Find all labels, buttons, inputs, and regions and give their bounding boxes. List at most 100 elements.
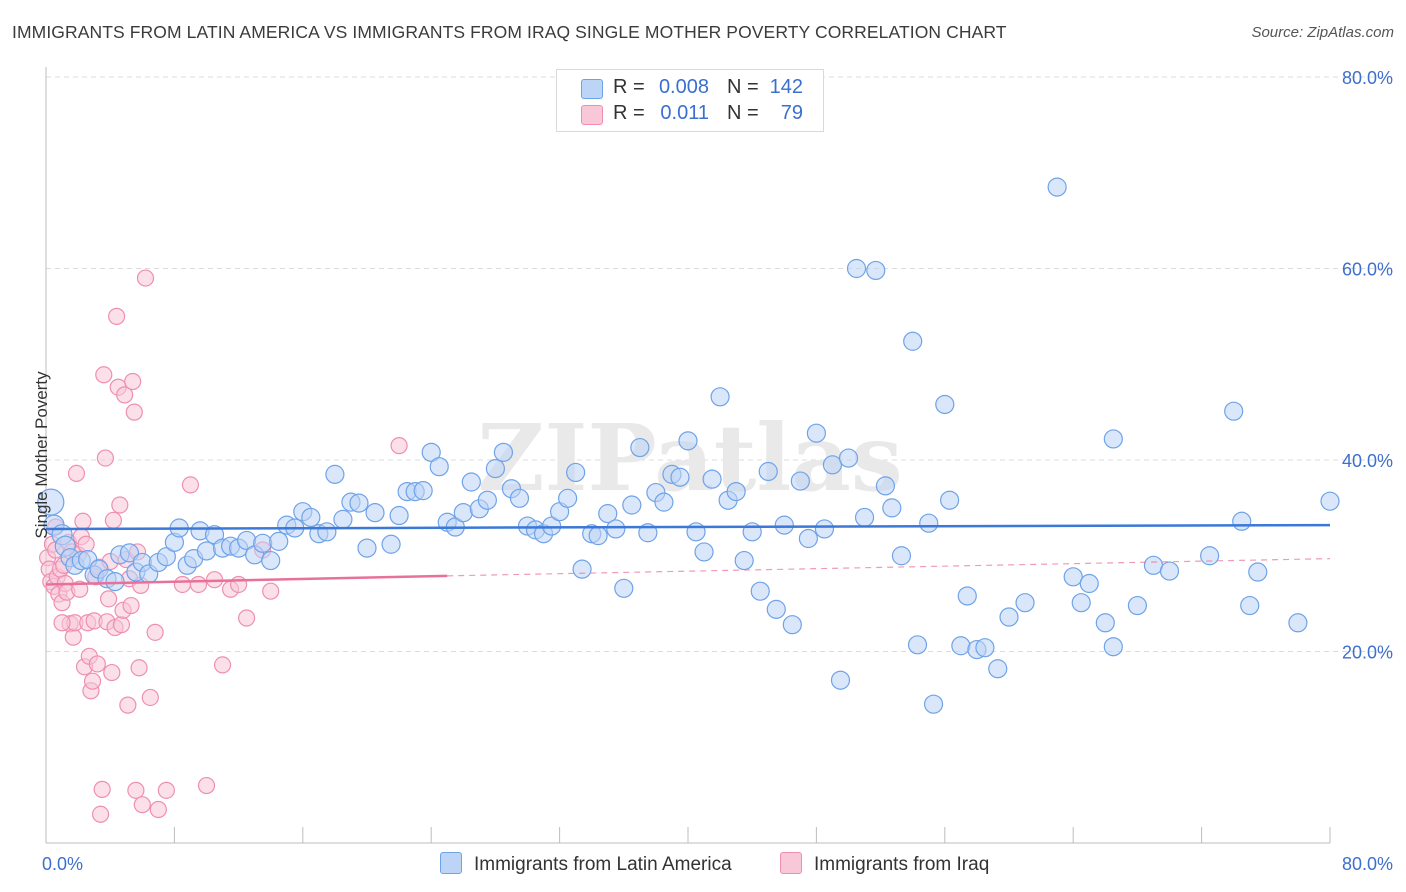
- latin-america-point: [907, 635, 928, 655]
- latin-america-point: [1143, 555, 1164, 575]
- series-iraq-points: [39, 269, 408, 823]
- legend-n-value: 142: [769, 76, 803, 98]
- grid-lines: [46, 76, 1395, 652]
- latin-america-point: [333, 509, 353, 529]
- latin-america-point: [1127, 595, 1148, 616]
- iraq-point: [189, 575, 208, 594]
- iraq-point: [390, 437, 408, 455]
- latin-america-point: [866, 260, 886, 281]
- latin-america-point: [1095, 613, 1115, 633]
- iraq-point: [213, 656, 232, 674]
- latin-america-point: [951, 636, 971, 656]
- latin-america-point: [1320, 491, 1340, 511]
- legend-n-label: N =: [727, 76, 759, 98]
- bottom-legend-swatch-blue: [440, 852, 462, 874]
- iraq-point: [181, 476, 200, 494]
- iraq-point: [238, 609, 256, 627]
- latin-america-point: [485, 459, 505, 479]
- iraq-point: [125, 403, 143, 421]
- latin-america-point: [558, 488, 578, 508]
- latin-america-point: [1103, 429, 1123, 449]
- latin-america-point: [598, 504, 618, 524]
- latin-america-point: [838, 448, 859, 468]
- latin-america-point: [766, 599, 786, 619]
- x-tick-label-max: 80.0%: [1342, 854, 1393, 874]
- latin-america-point: [253, 533, 273, 553]
- latin-america-point: [726, 481, 746, 502]
- latin-america-point: [1224, 401, 1244, 421]
- latin-america-point: [875, 476, 896, 496]
- latin-america-point: [196, 541, 217, 561]
- latin-america-trend-line: [45, 523, 1331, 531]
- bottom-legend-label: Immigrants from Iraq: [814, 854, 990, 875]
- latin-america-point: [572, 559, 592, 579]
- y-axis-label: Single Mother Poverty: [32, 371, 51, 539]
- latin-america-point: [686, 522, 706, 542]
- latin-america-point: [1071, 593, 1091, 613]
- iraq-point: [99, 590, 118, 608]
- latin-america-point: [774, 515, 794, 535]
- iraq-point: [112, 616, 131, 634]
- iraq-point: [64, 628, 82, 646]
- legend-n-value: 79: [780, 102, 803, 124]
- tick-labels: 20.0% 40.0% 60.0% 80.0% 0.0% 80.0%: [42, 68, 1393, 874]
- latin-america-point: [742, 522, 762, 542]
- iraq-point: [111, 496, 129, 514]
- iraq-point: [96, 449, 114, 467]
- latin-america-point: [702, 469, 722, 489]
- latin-america-point: [854, 507, 875, 528]
- trend-lines: [45, 523, 1331, 586]
- latin-america-point: [119, 543, 140, 563]
- latin-america-point: [606, 519, 626, 539]
- latin-america-point: [269, 531, 289, 551]
- iraq-point: [119, 696, 137, 714]
- latin-america-point: [509, 488, 530, 508]
- iraq-point: [173, 575, 192, 594]
- chart-title: IMMIGRANTS FROM LATIN AMERICA VS IMMIGRA…: [12, 22, 1007, 42]
- latin-america-point: [975, 638, 995, 658]
- latin-america-point: [923, 694, 944, 714]
- latin-america-point: [493, 442, 514, 462]
- latin-america-point: [935, 394, 955, 415]
- latin-america-point: [1200, 546, 1220, 566]
- iraq-point: [95, 366, 113, 384]
- legend-r-label: R =: [613, 102, 645, 124]
- iraq-point: [149, 800, 167, 819]
- legend-r-value: 0.011: [660, 102, 709, 124]
- latin-america-point: [429, 457, 449, 477]
- series-latin-america-points: [37, 177, 1340, 714]
- iraq-point: [127, 781, 145, 799]
- latin-america-point: [614, 578, 634, 598]
- iraq-point: [230, 575, 248, 594]
- latin-america-point: [1103, 637, 1123, 657]
- correlation-legend: R = 0.008 N = 142 R = 0.011 N = 79: [556, 69, 824, 132]
- latin-america-point: [654, 492, 674, 512]
- bottom-legend-swatch-pink: [780, 852, 802, 874]
- latin-america-point: [940, 490, 960, 510]
- latin-america-point: [630, 437, 650, 458]
- latin-america-point: [622, 495, 642, 515]
- latin-america-point: [710, 387, 730, 407]
- iraq-point: [74, 512, 92, 530]
- latin-america-point: [670, 467, 690, 487]
- iraq-trend-extension: [447, 558, 1331, 577]
- latin-america-point: [1047, 177, 1067, 197]
- latin-america-point: [325, 464, 345, 484]
- iraq-point: [103, 663, 121, 682]
- iraq-point: [104, 511, 123, 529]
- latin-america-point: [365, 503, 385, 523]
- latin-america-point: [903, 331, 923, 351]
- bottom-legend-label: Immigrants from Latin America: [474, 854, 732, 875]
- bottom-legend-iraq: Immigrants from Iraq: [780, 852, 989, 876]
- x-tick-label-min: 0.0%: [42, 854, 83, 874]
- source-label: Source: ZipAtlas.com: [1251, 24, 1394, 41]
- latin-america-point: [461, 472, 481, 492]
- axes: [45, 67, 1331, 844]
- latin-america-point: [806, 423, 827, 443]
- latin-america-point: [822, 455, 843, 475]
- iraq-point: [146, 623, 164, 641]
- iraq-point: [136, 269, 155, 287]
- iraq-point: [77, 535, 95, 553]
- latin-america-point: [1240, 595, 1260, 616]
